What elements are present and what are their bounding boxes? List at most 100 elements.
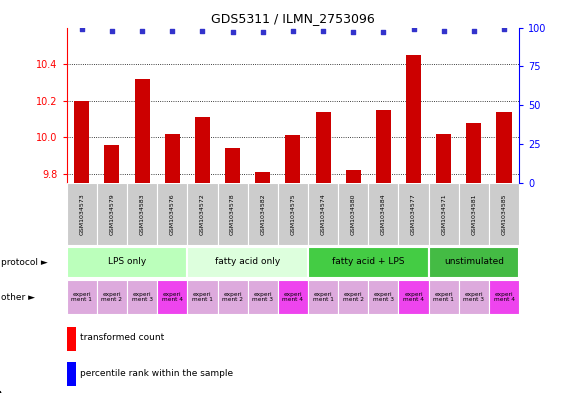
Text: GSM1034580: GSM1034580 — [351, 193, 356, 235]
Point — [137, 28, 147, 34]
Text: experi
ment 4: experi ment 4 — [282, 292, 303, 302]
Text: GSM1034578: GSM1034578 — [230, 193, 235, 235]
Bar — [157, 183, 187, 245]
Text: experi
ment 1: experi ment 1 — [313, 292, 333, 302]
Bar — [255, 172, 270, 183]
Bar — [97, 183, 127, 245]
Text: experi
ment 4: experi ment 4 — [162, 292, 183, 302]
Bar — [285, 136, 300, 183]
Bar — [135, 79, 150, 183]
Text: GSM1034571: GSM1034571 — [441, 193, 446, 235]
Point — [228, 29, 237, 35]
Point — [198, 28, 207, 34]
Text: experi
ment 2: experi ment 2 — [102, 292, 122, 302]
Bar — [466, 123, 481, 183]
Bar — [104, 145, 119, 183]
Bar — [489, 183, 519, 245]
Text: fatty acid only: fatty acid only — [215, 257, 280, 266]
Text: GSM1034574: GSM1034574 — [321, 193, 325, 235]
Point — [439, 28, 448, 34]
Bar — [338, 280, 368, 314]
Text: experi
ment 3: experi ment 3 — [252, 292, 273, 302]
Bar — [338, 183, 368, 245]
Text: GSM1034585: GSM1034585 — [502, 193, 506, 235]
Bar — [398, 280, 429, 314]
Bar — [67, 362, 77, 386]
Point — [349, 29, 358, 35]
Text: experi
ment 4: experi ment 4 — [403, 292, 424, 302]
Bar — [157, 280, 187, 314]
Text: experi
ment 1: experi ment 1 — [192, 292, 213, 302]
Bar — [187, 183, 218, 245]
Bar — [278, 280, 308, 314]
Text: GSM1034575: GSM1034575 — [291, 193, 295, 235]
Point — [409, 26, 418, 32]
Bar — [278, 183, 308, 245]
Bar — [127, 183, 157, 245]
Bar — [429, 247, 519, 278]
Bar — [368, 183, 398, 245]
Text: protocol ►: protocol ► — [1, 258, 48, 267]
Bar — [436, 134, 451, 183]
Text: unstimulated: unstimulated — [444, 257, 504, 266]
Bar — [97, 280, 127, 314]
Bar — [308, 183, 338, 245]
Text: GSM1034572: GSM1034572 — [200, 193, 205, 235]
Bar — [165, 134, 180, 183]
Text: GSM1034573: GSM1034573 — [79, 193, 84, 235]
Bar — [67, 280, 97, 314]
Title: GDS5311 / ILMN_2753096: GDS5311 / ILMN_2753096 — [211, 12, 375, 25]
Bar — [308, 247, 429, 278]
Text: percentile rank within the sample: percentile rank within the sample — [80, 369, 233, 378]
Text: experi
ment 2: experi ment 2 — [343, 292, 364, 302]
Text: experi
ment 4: experi ment 4 — [494, 292, 514, 302]
Bar — [496, 112, 512, 183]
Text: GSM1034582: GSM1034582 — [260, 193, 265, 235]
Text: GSM1034577: GSM1034577 — [411, 193, 416, 235]
Bar — [459, 280, 489, 314]
Point — [379, 29, 388, 35]
Text: LPS only: LPS only — [108, 257, 146, 266]
Point — [288, 28, 298, 34]
Text: GSM1034583: GSM1034583 — [140, 193, 144, 235]
Bar — [67, 183, 97, 245]
Point — [107, 28, 117, 34]
Bar — [376, 110, 391, 183]
Text: GSM1034584: GSM1034584 — [381, 193, 386, 235]
Text: experi
ment 3: experi ment 3 — [132, 292, 153, 302]
Bar — [398, 183, 429, 245]
Bar — [74, 101, 89, 183]
Bar — [218, 183, 248, 245]
Bar — [346, 170, 361, 183]
Text: GSM1034579: GSM1034579 — [110, 193, 114, 235]
Bar — [218, 280, 248, 314]
Text: GSM1034581: GSM1034581 — [472, 193, 476, 235]
Point — [318, 28, 328, 34]
Bar — [406, 55, 421, 183]
Bar — [248, 183, 278, 245]
Bar — [316, 112, 331, 183]
Bar — [225, 148, 240, 183]
Point — [469, 28, 478, 34]
Bar — [67, 327, 77, 351]
Text: experi
ment 2: experi ment 2 — [222, 292, 243, 302]
Bar — [429, 280, 459, 314]
Bar — [459, 183, 489, 245]
Bar — [248, 280, 278, 314]
Text: fatty acid + LPS: fatty acid + LPS — [332, 257, 404, 266]
Bar — [187, 247, 308, 278]
Point — [77, 26, 86, 32]
Point — [499, 26, 509, 32]
Text: experi
ment 3: experi ment 3 — [373, 292, 394, 302]
Text: experi
ment 1: experi ment 1 — [71, 292, 92, 302]
Bar — [368, 280, 398, 314]
Text: experi
ment 3: experi ment 3 — [463, 292, 484, 302]
Text: transformed count: transformed count — [80, 334, 164, 342]
Bar — [489, 280, 519, 314]
Bar — [195, 117, 210, 183]
Text: GSM1034576: GSM1034576 — [170, 193, 175, 235]
Point — [168, 28, 177, 34]
Text: other ►: other ► — [1, 293, 35, 301]
Bar — [127, 280, 157, 314]
Bar — [429, 183, 459, 245]
